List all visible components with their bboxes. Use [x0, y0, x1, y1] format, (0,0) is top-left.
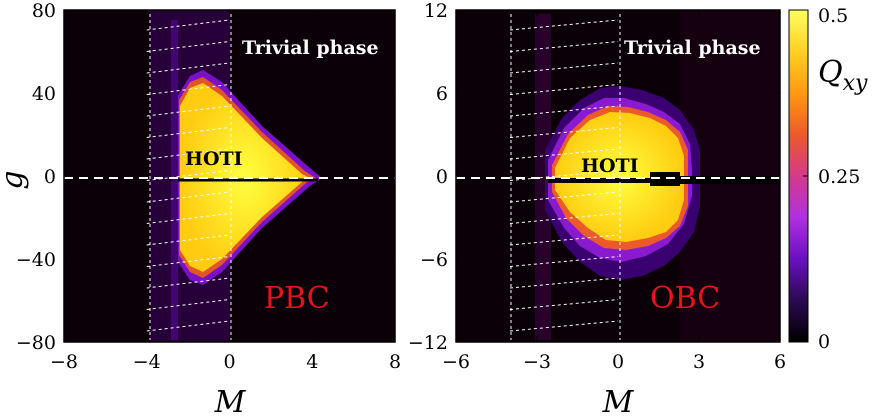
guide-hatch-line — [509, 234, 619, 246]
left-panel: Trivial phase HOTI PBC −8 −4 0 4 880400−40−8… — [0, 0, 401, 418]
guide-hatch-line — [509, 320, 619, 332]
colorbar-label: Qxy — [818, 55, 868, 96]
y-tick-label: 80 — [32, 0, 56, 22]
right-black-line — [548, 178, 650, 183]
guide-hatch-line — [146, 213, 230, 224]
x-tick-label: 8 — [389, 351, 401, 373]
guide-hatch-line — [146, 320, 230, 332]
x-tick-label: −6 — [442, 351, 470, 373]
colorbar-tick-label: 0.5 — [818, 5, 848, 27]
colorbar-ticks: 0.5 0.25 0 — [803, 5, 860, 353]
colorbar-tick-label: 0.25 — [818, 166, 860, 188]
guide-hatch-line — [146, 19, 230, 31]
colorbar-tick-label: 0 — [818, 331, 830, 353]
guide-hatch-line — [509, 213, 619, 224]
y-tick-label: 0 — [436, 166, 448, 188]
right-guide-box — [509, 14, 621, 340]
guide-hatch-line — [509, 170, 619, 181]
guide-hatch-line — [509, 127, 619, 138]
guide-hatch-line — [509, 41, 619, 52]
right-panel: Trivial phase HOTI OBC −6 −3 0 3 61260−6−12 … — [408, 0, 786, 418]
guide-hatch-line — [509, 105, 619, 117]
right-black-tail — [680, 176, 780, 184]
guide-hatch-line — [146, 191, 230, 203]
x-tick-label: 4 — [306, 351, 318, 373]
y-tick-label: 40 — [32, 83, 56, 105]
y-tick-label: 6 — [436, 83, 448, 105]
left-xlabel: M — [214, 385, 247, 418]
right-xlabel: M — [602, 385, 635, 418]
guide-hatch-line — [509, 62, 619, 74]
y-tick-label: 0 — [44, 166, 56, 188]
guide-hatch-line — [146, 62, 230, 74]
x-tick-label: 0 — [223, 351, 235, 373]
y-tick-label: 12 — [424, 0, 448, 22]
guide-hatch-line — [146, 148, 230, 160]
x-tick-label: 0 — [612, 351, 624, 373]
guide-hatch-line — [146, 256, 230, 267]
left-ylabel: g — [0, 170, 30, 189]
right-hoti-label: HOTI — [581, 155, 639, 177]
guide-hatch-line — [509, 19, 619, 31]
guide-hatch-line — [146, 127, 230, 138]
guide-hatch-line — [146, 105, 230, 117]
x-tick-label: 6 — [774, 351, 786, 373]
left-bc-label: PBC — [264, 281, 330, 316]
y-tick-label: −6 — [420, 249, 448, 271]
guide-hatch-line — [509, 191, 619, 203]
colorbar-label-sub: xy — [843, 71, 868, 96]
y-tick-label: −80 — [16, 332, 56, 354]
guide-hatch-line — [509, 256, 619, 267]
guide-hatch-line — [146, 234, 230, 246]
guide-hatch-line — [146, 41, 230, 52]
right-left-column — [535, 14, 551, 340]
x-tick-label: 3 — [693, 351, 705, 373]
x-tick-label: −4 — [133, 351, 161, 373]
colorbar: 0.5 0.25 0 Qxy — [788, 5, 868, 353]
right-phase-label: Trivial phase — [624, 37, 761, 59]
left-phase-label: Trivial phase — [242, 37, 379, 59]
guide-hatch-line — [509, 148, 619, 160]
guide-hatch-line — [509, 277, 619, 289]
guide-hatch-line — [146, 299, 230, 310]
colorbar-label-main: Q — [818, 55, 843, 90]
y-tick-label: −12 — [408, 332, 448, 354]
left-left-stripe — [171, 20, 178, 340]
right-black-step — [650, 172, 680, 186]
x-tick-label: −8 — [50, 351, 78, 373]
guide-hatch-line — [146, 84, 230, 95]
right-bc-label: OBC — [650, 281, 720, 316]
guide-hatch-line — [509, 84, 619, 95]
guide-hatch-line — [146, 277, 230, 289]
y-tick-label: −40 — [16, 249, 56, 271]
guide-hatch-line — [509, 299, 619, 310]
x-tick-label: −3 — [523, 351, 551, 373]
left-hoti-label: HOTI — [185, 148, 243, 170]
